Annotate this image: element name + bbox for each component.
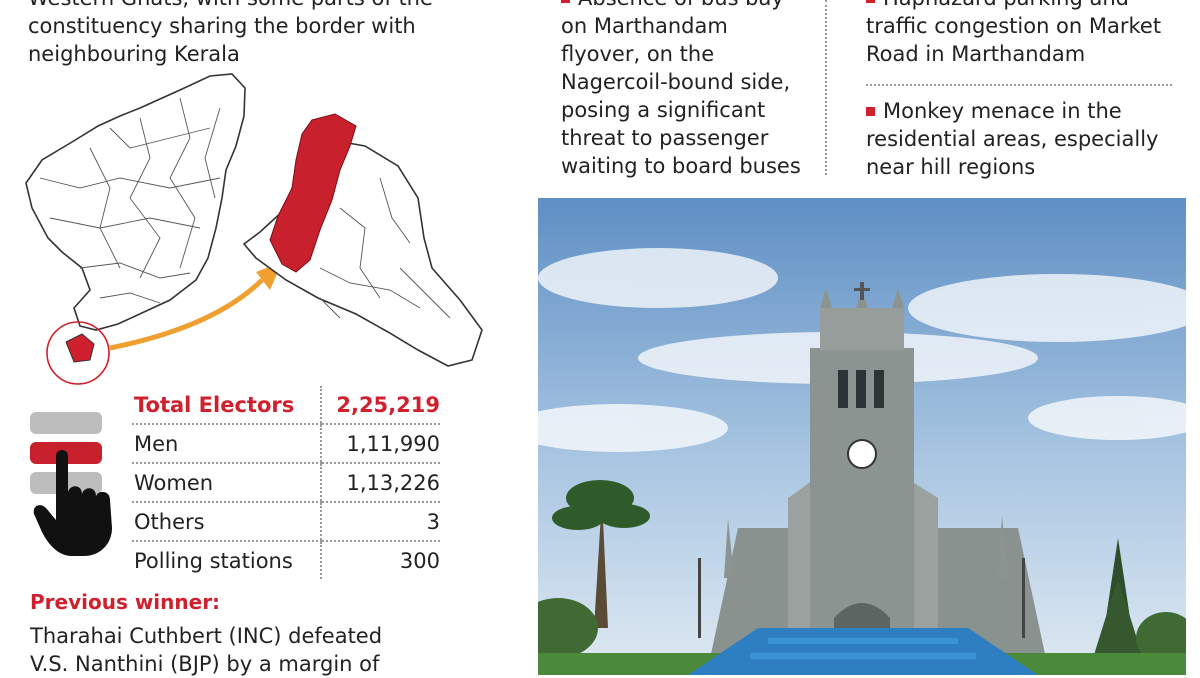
issue-line: Nagercoil-bound side,	[561, 70, 791, 94]
red-square-bullet-icon	[866, 107, 875, 116]
stat-label: Women	[132, 463, 321, 503]
red-square-bullet-icon	[866, 0, 875, 3]
stat-value: 300	[320, 541, 440, 579]
constituency-highlight	[269, 113, 357, 273]
intro-line: constituency sharing the border with	[28, 14, 416, 38]
constituency-map	[25, 73, 483, 385]
issue-item: Absence of bus bay on Marthandam flyover…	[561, 0, 801, 180]
issue-line: on Marthandam	[561, 14, 728, 38]
stat-value: 2,25,219	[320, 386, 440, 425]
stat-value: 1,13,226	[320, 463, 440, 503]
issue-line: posing a significant	[561, 98, 766, 122]
table-row: Total Electors 2,25,219	[132, 386, 440, 425]
intro-line: neighbouring Kerala	[28, 42, 240, 66]
electors-stats: Total Electors 2,25,219 Men 1,11,990 Wom…	[132, 386, 440, 579]
stat-value: 3	[320, 502, 440, 542]
zoom-arrow	[109, 278, 264, 351]
issue-first-line: Absence of bus bay	[578, 0, 784, 10]
issue-line: Haphazard parking and	[866, 0, 1161, 12]
stat-value: 1,11,990	[320, 424, 440, 464]
issue-first-line: Monkey menace in the	[883, 99, 1122, 123]
stat-label: Total Electors	[132, 386, 321, 425]
issue-line: traffic congestion on Market	[866, 14, 1162, 38]
issue-item: Monkey menace in the residential areas, …	[866, 97, 1158, 181]
previous-winner-line: V.S. Nanthini (BJP) by a margin of	[30, 652, 380, 676]
column-divider	[825, 0, 827, 175]
red-square-bullet-icon	[561, 0, 570, 3]
stat-label: Men	[132, 424, 321, 464]
table-row: Others 3	[132, 502, 440, 542]
issue-line: residential areas, especially	[866, 127, 1159, 151]
church-photo	[538, 198, 1186, 675]
issue-line: waiting to board buses	[561, 154, 801, 178]
stats-table: Total Electors 2,25,219 Men 1,11,990 Wom…	[132, 386, 440, 579]
highlight-circle	[46, 321, 110, 385]
stat-label: Others	[132, 502, 321, 542]
table-row: Women 1,13,226	[132, 463, 440, 503]
issue-item: Haphazard parking and traffic congestion…	[866, 0, 1161, 68]
intro-text: Western Ghats, with some parts of the co…	[28, 0, 458, 68]
issue-line: threat to passenger	[561, 126, 769, 150]
stat-label: Polling stations	[134, 548, 293, 573]
issue-divider	[866, 84, 1172, 86]
tamil-nadu-map	[25, 73, 246, 331]
issue-line: Monkey menace in the	[866, 97, 1158, 125]
issue-first-line: Haphazard parking and	[883, 0, 1129, 10]
issue-line: Road in Marthandam	[866, 42, 1086, 66]
previous-winner-text: Tharahai Cuthbert (INC) defeated V.S. Na…	[30, 622, 382, 678]
voting-hand-icon	[30, 412, 112, 556]
previous-winner-title: Previous winner:	[30, 590, 221, 614]
previous-winner-line: Tharahai Cuthbert (INC) defeated	[30, 624, 383, 648]
intro-line: Western Ghats, with some parts of the	[28, 0, 458, 12]
issue-line: flyover, on the	[561, 42, 715, 66]
issue-line: Absence of bus bay	[561, 0, 801, 12]
table-row: Men 1,11,990	[132, 424, 440, 464]
table-row: Polling stations 300	[132, 541, 440, 579]
issue-line: near hill regions	[866, 155, 1036, 179]
